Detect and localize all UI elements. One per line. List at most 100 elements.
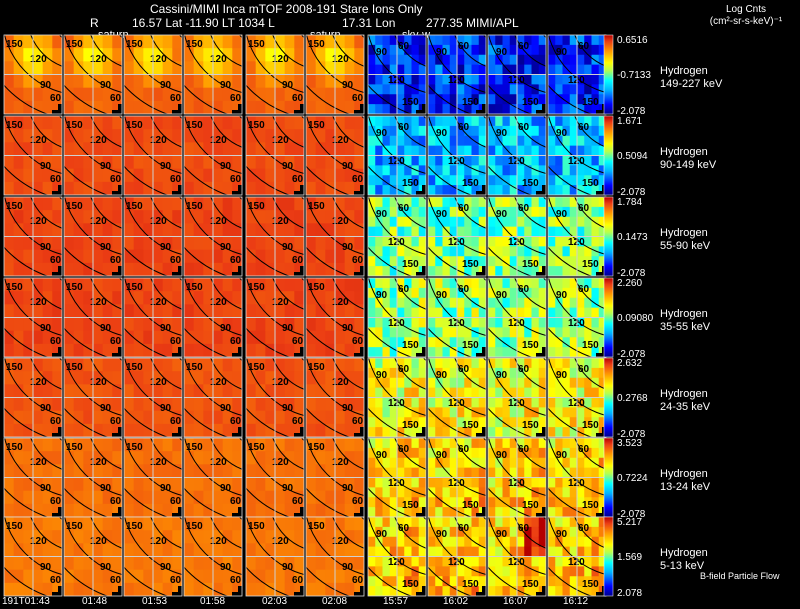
contour-label-r2-c8-0: 90 <box>496 209 508 220</box>
contour-label-r2-c5-1: 120 <box>332 216 349 227</box>
contour-label-r1-c1-1: 120 <box>90 135 107 146</box>
contour-label-r0-c1-3: 60 <box>110 93 122 104</box>
contour-label-r3-c0-2: 90 <box>40 323 52 334</box>
time-label-5: 02:08 <box>322 596 348 607</box>
contour-label-r2-c3-2: 90 <box>220 242 232 253</box>
contour-label-r0-c7-3: 150 <box>462 97 479 108</box>
contour-label-r2-c9-3: 150 <box>582 259 599 270</box>
contour-label-r3-c6-0: 90 <box>376 290 388 301</box>
contour-label-r4-c8-0: 90 <box>496 370 508 381</box>
panel-frame <box>3 277 63 358</box>
contour-label-r6-c7-3: 150 <box>462 579 479 590</box>
energy-label-r6: 5-13 keV <box>660 560 705 572</box>
panel-frame <box>245 196 305 277</box>
contour-label-r6-c5-0: 150 <box>308 521 325 532</box>
contour-label-r6-c9-0: 90 <box>556 529 568 540</box>
contour-label-r3-c7-3: 150 <box>462 340 479 351</box>
contour-label-r5-c2-2: 90 <box>160 483 172 494</box>
contour-label-r3-c1-1: 120 <box>90 297 107 308</box>
contour-label-r3-c9-0: 90 <box>556 290 568 301</box>
contour-label-r2-c1-0: 150 <box>66 201 83 212</box>
contour-label-r0-c8-1: 60 <box>518 41 530 52</box>
contour-label-r5-c3-1: 120 <box>210 457 227 468</box>
contour-label-r4-c2-2: 90 <box>160 403 172 414</box>
panel-r3-c1 <box>64 278 122 357</box>
contour-label-r3-c9-3: 150 <box>582 340 599 351</box>
panel-r6-c5 <box>306 517 364 596</box>
time-label-4: 02:03 <box>262 596 288 607</box>
contour-label-r3-c1-0: 150 <box>66 282 83 293</box>
contour-label-r1-c3-1: 120 <box>210 135 227 146</box>
contour-label-r2-c7-1: 60 <box>458 203 470 214</box>
contour-label-r0-c2-3: 60 <box>170 93 182 104</box>
contour-label-r4-c4-1: 120 <box>272 377 289 388</box>
contour-label-r2-c1-1: 120 <box>90 216 107 227</box>
contour-label-r2-c7-0: 90 <box>436 209 448 220</box>
contour-label-r4-c5-2: 90 <box>342 403 354 414</box>
contour-label-r4-c5-1: 120 <box>332 377 349 388</box>
panel-frame <box>427 516 487 597</box>
contour-label-r2-c5-2: 90 <box>342 242 354 253</box>
energy-label-r2: 55-90 keV <box>660 240 711 252</box>
contour-label-r5-c9-0: 90 <box>556 450 568 461</box>
contour-label-r5-c6-0: 90 <box>376 450 388 461</box>
contour-label-r1-c7-0: 90 <box>436 128 448 139</box>
colorbar-mid-r0: -0.7133 <box>617 70 651 81</box>
panel-r2-c6 <box>368 197 426 276</box>
contour-label-r5-c3-3: 60 <box>230 496 242 507</box>
contour-label-r4-c8-3: 150 <box>522 420 539 431</box>
panel-r1-c6 <box>368 116 426 195</box>
footer-b-field-label: B-field Particle Flow <box>700 571 780 581</box>
contour-label-r0-c8-0: 90 <box>496 47 508 58</box>
colorbar-max-r6: 5.217 <box>617 517 643 528</box>
contour-label-r4-c1-1: 120 <box>90 377 107 388</box>
contour-label-r2-c9-1: 60 <box>578 203 590 214</box>
panel-r2-c4 <box>246 197 304 276</box>
contour-label-r1-c4-3: 60 <box>292 174 304 185</box>
colorbar-r1 <box>603 115 614 196</box>
panel-r2-c8 <box>488 197 546 276</box>
panel-frame <box>305 516 365 597</box>
contour-label-r1-c5-2: 90 <box>342 161 354 172</box>
panel-frame <box>63 196 123 277</box>
contour-label-r5-c9-3: 150 <box>582 500 599 511</box>
colorbar-title: Log Cnts (cm²-sr-s-keV)⁻¹ <box>700 4 792 28</box>
contour-label-r3-c4-2: 90 <box>282 323 294 334</box>
contour-label-r1-c0-2: 90 <box>40 161 52 172</box>
contour-label-r4-c4-0: 150 <box>248 362 265 373</box>
contour-label-r3-c2-1: 120 <box>150 297 167 308</box>
colorbar-r6 <box>603 516 614 597</box>
panel-r2-c2 <box>124 197 182 276</box>
panel-r3-c3 <box>184 278 242 357</box>
species-label-r3: Hydrogen <box>660 308 708 320</box>
panel-frame <box>367 34 427 115</box>
colorbar-r2 <box>603 196 614 277</box>
contour-label-r2-c8-3: 150 <box>522 259 539 270</box>
panel-r0-c8 <box>488 35 546 114</box>
contour-label-r0-c2-0: 150 <box>126 39 143 50</box>
colorbar-r5 <box>603 437 614 518</box>
panel-r0-c3 <box>184 35 242 114</box>
contour-label-r2-c0-0: 150 <box>6 201 23 212</box>
contour-label-r1-c1-2: 90 <box>100 161 112 172</box>
colorbar-max-r0: 0.6516 <box>617 35 648 46</box>
contour-label-r6-c0-2: 90 <box>40 562 52 573</box>
contour-label-r6-c2-0: 150 <box>126 521 143 532</box>
species-label-r6: Hydrogen <box>660 547 708 559</box>
header-r-label: R <box>90 16 99 30</box>
contour-label-r0-c7-0: 90 <box>436 47 448 58</box>
contour-label-r4-c8-1: 60 <box>518 364 530 375</box>
contour-label-r1-c0-3: 60 <box>50 174 62 185</box>
contour-label-r3-c2-0: 150 <box>126 282 143 293</box>
contour-label-r0-c7-1: 60 <box>458 41 470 52</box>
panel-frame <box>367 277 427 358</box>
panel-r5-c7 <box>428 438 486 517</box>
contour-label-r6-c4-0: 150 <box>248 521 265 532</box>
contour-label-r1-c1-3: 60 <box>110 174 122 185</box>
contour-label-r4-c7-3: 150 <box>462 420 479 431</box>
contour-label-r3-c8-3: 150 <box>522 340 539 351</box>
contour-label-r0-c2-1: 120 <box>150 54 167 65</box>
contour-label-r1-c0-0: 150 <box>6 120 23 131</box>
contour-label-r2-c6-3: 150 <box>402 259 419 270</box>
